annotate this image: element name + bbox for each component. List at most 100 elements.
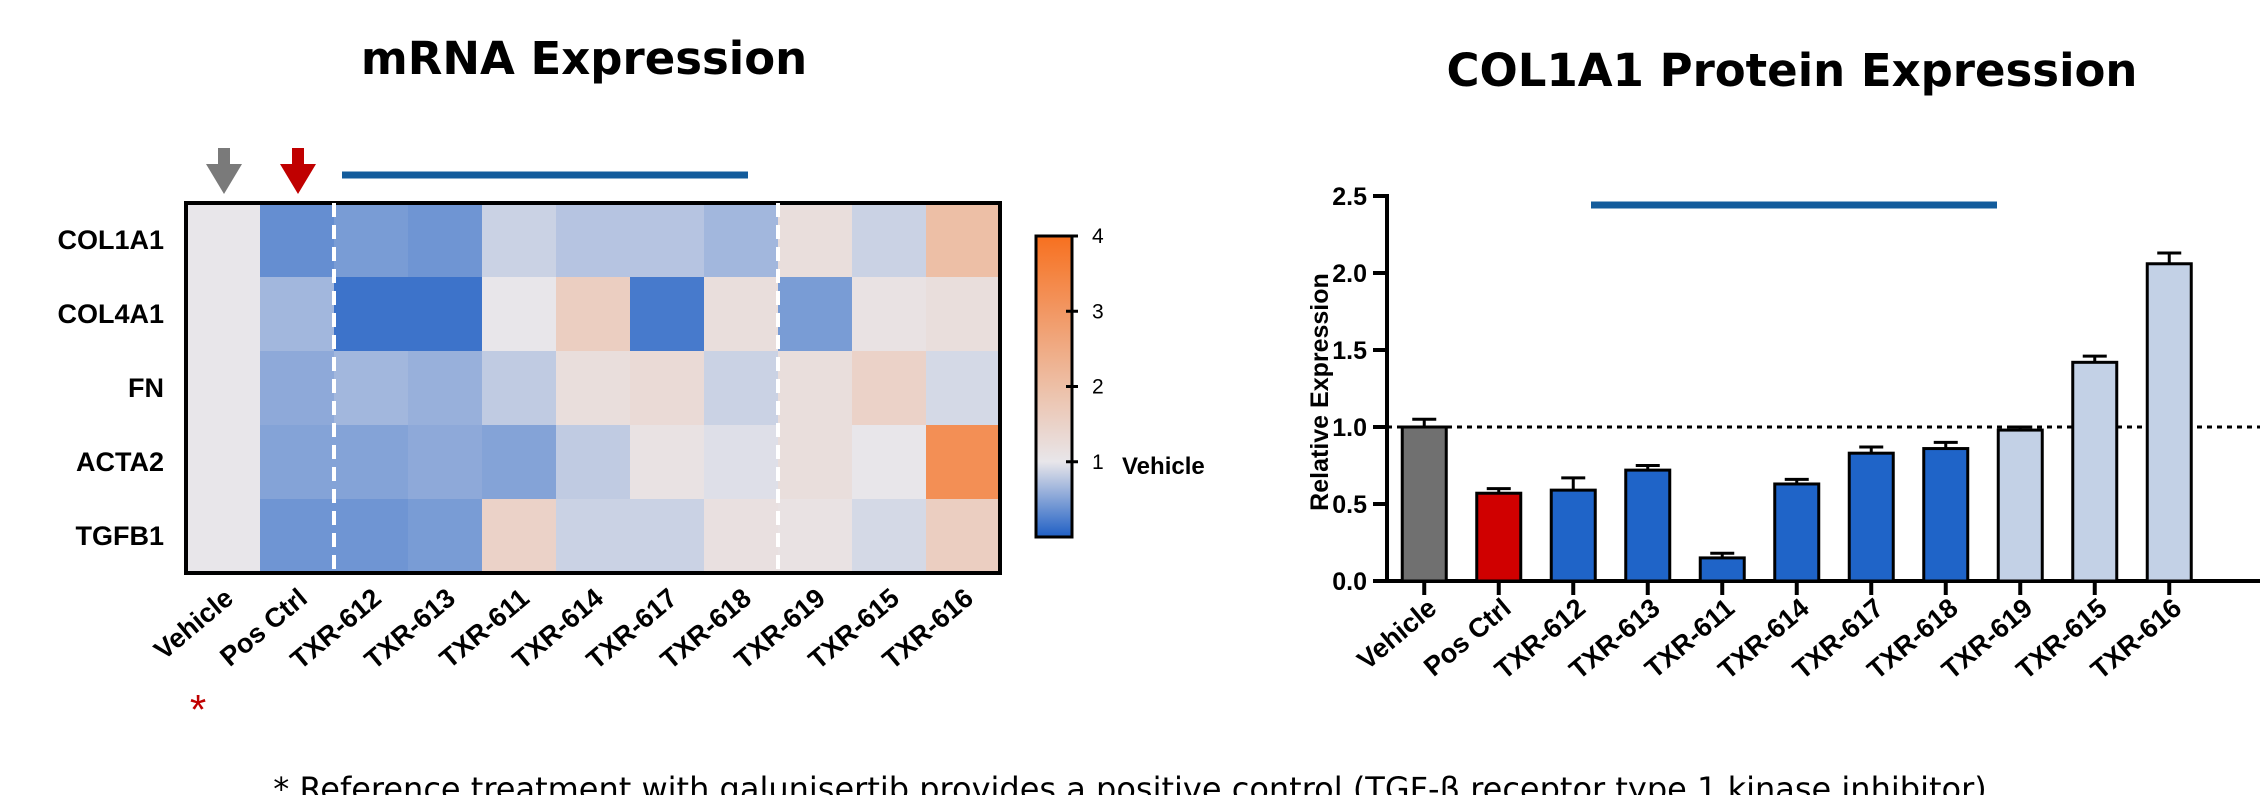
heatmap-row-label: TGFB1 bbox=[75, 521, 164, 551]
y-tick-label: 0.5 bbox=[1332, 491, 1367, 519]
heatmap-row-label: COL1A1 bbox=[57, 225, 164, 255]
bar bbox=[1475, 491, 1523, 583]
bar bbox=[2145, 262, 2193, 583]
heatmap-cell bbox=[704, 277, 779, 352]
heatmap-cell bbox=[926, 203, 1001, 278]
heatmap-cell bbox=[778, 277, 853, 352]
heatmap-cell bbox=[852, 499, 927, 574]
heatmap-cell bbox=[482, 203, 557, 278]
heatmap-cell bbox=[260, 351, 335, 426]
heatmap-cell bbox=[260, 499, 335, 574]
heatmap-cell bbox=[186, 277, 261, 352]
heatmap-cell bbox=[556, 499, 631, 574]
heatmap-cell bbox=[630, 351, 705, 426]
heatmap-cell bbox=[186, 351, 261, 426]
heatmap-row-label: FN bbox=[128, 373, 164, 403]
heatmap-cell bbox=[852, 425, 927, 500]
heatmap-arrows bbox=[206, 148, 748, 194]
heatmap-cell bbox=[260, 277, 335, 352]
heatmap-cell bbox=[408, 277, 483, 352]
y-tick-label: 1.5 bbox=[1332, 337, 1367, 365]
heatmap-cell bbox=[334, 203, 409, 278]
heatmap-cell bbox=[926, 499, 1001, 574]
heatmap-cell bbox=[852, 277, 927, 352]
bar bbox=[1698, 556, 1746, 583]
heatmap-cell bbox=[556, 425, 631, 500]
heatmap-cell bbox=[704, 351, 779, 426]
heatmap-cell bbox=[186, 203, 261, 278]
heatmap-cell bbox=[186, 499, 261, 574]
heatmap-cell bbox=[482, 499, 557, 574]
bar bbox=[1549, 488, 1597, 583]
heatmap-cell bbox=[630, 277, 705, 352]
bars bbox=[1400, 251, 2193, 595]
heatmap-cell bbox=[778, 351, 853, 426]
bar bbox=[1624, 468, 1672, 583]
heatmap-cell bbox=[260, 425, 335, 500]
heatmap-cell bbox=[334, 499, 409, 574]
bar bbox=[1400, 425, 1448, 583]
colorbar-tick-label: 4 bbox=[1092, 225, 1104, 248]
heatmap-row-labels: COL1A1 COL4A1 FN ACTA2 TGFB1 bbox=[57, 225, 164, 551]
heatmap-cell bbox=[926, 425, 1001, 500]
heatmap-cell bbox=[852, 351, 927, 426]
heatmap-cell bbox=[852, 203, 927, 278]
heatmap-cell bbox=[334, 425, 409, 500]
heatmap-frame bbox=[184, 201, 1002, 575]
heatmap-cell bbox=[778, 499, 853, 574]
heatmap-cell bbox=[704, 425, 779, 500]
heatmap-cell bbox=[926, 277, 1001, 352]
asterisk-marker: * bbox=[190, 686, 206, 733]
heatmap-cell bbox=[704, 499, 779, 574]
heatmap-cell bbox=[334, 351, 409, 426]
heatmap-cell bbox=[482, 277, 557, 352]
bar bbox=[1996, 428, 2044, 583]
y-tick-label: 2.0 bbox=[1332, 260, 1367, 288]
y-tick-label: 2.5 bbox=[1332, 183, 1367, 211]
bar bbox=[1773, 482, 1821, 583]
heatmap-cell bbox=[408, 203, 483, 278]
heatmap-cell bbox=[482, 425, 557, 500]
heatmap-cell bbox=[408, 499, 483, 574]
heatmap-cell bbox=[260, 203, 335, 278]
heatmap-cell bbox=[186, 425, 261, 500]
bar bbox=[1847, 451, 1895, 583]
y-tick-label: 0.0 bbox=[1332, 568, 1367, 596]
bar bbox=[1922, 447, 1970, 583]
gray-arrow-icon bbox=[206, 148, 242, 194]
heatmap-cell bbox=[408, 351, 483, 426]
heatmap-cell bbox=[704, 203, 779, 278]
heatmap-cell bbox=[334, 277, 409, 352]
bar-chart-title: COL1A1 Protein Expression bbox=[1447, 44, 2138, 97]
colorbar-vehicle-label: Vehicle bbox=[1122, 453, 1205, 480]
heatmap-cell bbox=[408, 425, 483, 500]
heatmap-cell bbox=[630, 499, 705, 574]
y-axis-label: Relative Expression bbox=[1306, 273, 1334, 511]
colorbar-tick-label: 2 bbox=[1092, 376, 1104, 399]
bar bbox=[2071, 360, 2119, 583]
heatmap-cell bbox=[556, 351, 631, 426]
heatmap-cell bbox=[926, 351, 1001, 426]
heatmap-cell bbox=[778, 425, 853, 500]
heatmap-cell bbox=[778, 203, 853, 278]
heatmap-panel: mRNA Expression COL1A1 COL4A1 FN ACTA2 TGFB1… bbox=[57, 32, 1204, 733]
colorbar-tick-label: 3 bbox=[1092, 300, 1104, 323]
heatmap-cell bbox=[630, 425, 705, 500]
heatmap-cell bbox=[556, 203, 631, 278]
footnote: * Reference treatment with galunisertib … bbox=[273, 770, 1986, 795]
heatmap-cell bbox=[556, 277, 631, 352]
heatmap-title: mRNA Expression bbox=[361, 32, 807, 85]
heatmap-cells bbox=[184, 201, 1002, 575]
y-tick-label: 1.0 bbox=[1332, 414, 1367, 442]
red-arrow-icon bbox=[280, 148, 316, 194]
heatmap-cell bbox=[482, 351, 557, 426]
bar-chart-panel: COL1A1 Protein Expression Relative Expre… bbox=[1306, 44, 2260, 685]
heatmap-row-label: ACTA2 bbox=[76, 447, 164, 477]
colorbar-tick-label: 1 bbox=[1092, 451, 1104, 474]
heatmap-row-label: COL4A1 bbox=[57, 299, 164, 329]
colorbar: 1 2 3 4 Vehicle bbox=[1034, 225, 1205, 539]
heatmap-cell bbox=[630, 203, 705, 278]
